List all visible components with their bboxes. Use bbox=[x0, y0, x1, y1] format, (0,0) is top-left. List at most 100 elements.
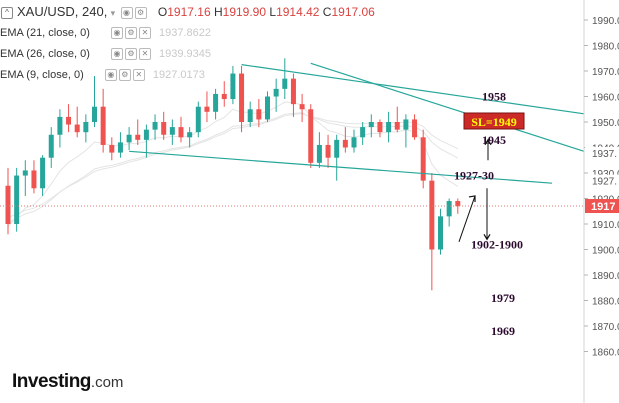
indicator-label[interactable]: EMA (21, close, 0) bbox=[0, 27, 90, 39]
visibility-icon[interactable]: ◉ bbox=[110, 27, 123, 40]
candle-body bbox=[446, 201, 452, 217]
arrows bbox=[458, 138, 492, 243]
arrow-diagonal-shaft bbox=[458, 195, 476, 243]
symbol-row: ^ XAU/USD, 240, ▾ ◉ ⚙ O1917.16 H1919.90 L 1… bbox=[0, 4, 375, 19]
candle-body bbox=[308, 109, 314, 163]
price-tick-label: 1870.0 bbox=[592, 322, 619, 333]
candle-body bbox=[100, 106, 106, 145]
visibility-icon[interactable]: ◉ bbox=[104, 69, 117, 82]
annotation-1902-1900: 1902-1900 bbox=[471, 237, 523, 251]
price-tick-label: 1930.0 bbox=[592, 169, 619, 180]
candle-body bbox=[239, 73, 245, 122]
candle-body bbox=[429, 180, 435, 250]
candle-body bbox=[360, 127, 366, 138]
price-axis[interactable]: 1860.01870.01880.01890.01900.01910.01920… bbox=[583, 0, 619, 403]
indicator-label[interactable]: EMA (26, close, 0) bbox=[0, 48, 90, 60]
annotation-sl-1949: SL=1949 bbox=[471, 115, 517, 129]
candle-body bbox=[195, 106, 201, 133]
candle-body bbox=[5, 185, 11, 224]
symbol-label[interactable]: XAU/USD, 240, bbox=[17, 4, 108, 19]
candle-body bbox=[66, 116, 72, 125]
annotation-1927-30: 1927-30 bbox=[454, 169, 494, 183]
candle-body bbox=[169, 127, 175, 135]
settings-gear-icon[interactable]: ⚙ bbox=[124, 27, 137, 40]
candle-body bbox=[126, 134, 132, 143]
candle-body bbox=[368, 122, 374, 128]
candle-body bbox=[420, 137, 426, 181]
arrow-up-head bbox=[484, 138, 492, 146]
trendline-upper-1958 bbox=[241, 64, 585, 115]
price-tick-label: 1900.0 bbox=[592, 246, 619, 257]
sl-box bbox=[463, 112, 525, 130]
candle-body bbox=[247, 109, 253, 122]
ohlc-close-label: C bbox=[322, 5, 332, 19]
candle-body bbox=[48, 134, 54, 158]
indicator-row-ema9[interactable]: EMA (9, close, 0) ◉ ⚙ ✕ 1927.0173 bbox=[0, 69, 205, 82]
candle-body bbox=[22, 170, 28, 176]
ema-value-tag-label: 1927. bbox=[592, 177, 617, 188]
collapse-icon[interactable]: ^ bbox=[1, 6, 13, 19]
logo-suffix: .com bbox=[90, 374, 124, 391]
last-price-tag-label: 1917 bbox=[591, 201, 615, 213]
arrow-diagonal-head bbox=[468, 195, 476, 202]
close-icon[interactable]: ✕ bbox=[132, 69, 145, 82]
annotations: 1958 SL=1949 1945 1927-30 1902-1900 1979 1969 bbox=[454, 90, 525, 338]
ema-value-tag-label: 1937. bbox=[592, 149, 617, 160]
ohlc-low-label: L bbox=[269, 5, 277, 19]
ohlc-high-label: H bbox=[213, 5, 223, 19]
ohlc-open-value: 1917.16 bbox=[167, 5, 211, 19]
candle-body bbox=[230, 73, 236, 100]
candle-body bbox=[83, 122, 89, 133]
candle-body bbox=[221, 93, 227, 100]
candle-body bbox=[351, 137, 357, 148]
settings-gear-icon[interactable]: ⚙ bbox=[134, 6, 147, 19]
candle-body bbox=[282, 78, 288, 89]
price-tick-label: 1860.0 bbox=[592, 348, 619, 359]
ohlc-high-value: 1919.90 bbox=[222, 5, 267, 19]
candle-body bbox=[135, 134, 141, 140]
ohlc-open-label: O bbox=[157, 5, 168, 19]
candle-body bbox=[57, 116, 63, 135]
candle-body bbox=[299, 104, 305, 110]
chevron-down-icon[interactable]: ▾ bbox=[110, 8, 116, 18]
candles bbox=[5, 58, 461, 291]
indicator-value: 1937.8622 bbox=[159, 27, 211, 39]
price-tick-label: 1950.0 bbox=[592, 118, 619, 129]
candle-body bbox=[187, 132, 193, 138]
candle-body bbox=[117, 142, 123, 153]
indicator-row-ema26[interactable]: EMA (26, close, 0) ◉ ⚙ ✕ 1939.9345 bbox=[0, 48, 211, 61]
ema-line-9 bbox=[7, 101, 459, 227]
arrow-down-head bbox=[483, 233, 491, 241]
candle-body bbox=[161, 122, 167, 135]
candle-body bbox=[213, 93, 219, 112]
indicator-label[interactable]: EMA (9, close, 0) bbox=[0, 69, 84, 81]
ema-value-tag bbox=[585, 174, 619, 187]
annotation-1958: 1958 bbox=[482, 90, 506, 104]
investing-logo: Investing.com bbox=[12, 371, 123, 393]
candle-body bbox=[256, 109, 262, 120]
candle-body bbox=[109, 144, 115, 153]
candle-body bbox=[438, 216, 443, 250]
close-icon[interactable]: ✕ bbox=[138, 48, 151, 61]
settings-gear-icon[interactable]: ⚙ bbox=[124, 48, 137, 61]
candle-body bbox=[386, 122, 392, 133]
settings-gear-icon[interactable]: ⚙ bbox=[118, 69, 131, 82]
candle-body bbox=[412, 119, 418, 138]
candle-body bbox=[342, 139, 348, 148]
last-price-tag bbox=[585, 198, 619, 213]
price-tick-label: 1890.0 bbox=[592, 271, 619, 282]
close-icon[interactable]: ✕ bbox=[138, 27, 151, 40]
price-tick-label: 1970.0 bbox=[592, 67, 619, 78]
indicator-row-ema21[interactable]: EMA (21, close, 0) ◉ ⚙ ✕ 1937.8622 bbox=[0, 27, 211, 40]
candle-body bbox=[265, 96, 270, 120]
visibility-icon[interactable]: ◉ bbox=[120, 6, 133, 19]
visibility-icon[interactable]: ◉ bbox=[110, 48, 123, 61]
trendline-1945 bbox=[310, 62, 585, 152]
price-tick-label: 1990.0 bbox=[592, 16, 619, 27]
logo-main: Investing bbox=[12, 371, 91, 392]
candle-body bbox=[316, 144, 322, 163]
ema-value-tag bbox=[585, 146, 619, 159]
ohlc-close-value: 1917.06 bbox=[331, 5, 375, 19]
candle-body bbox=[178, 127, 184, 138]
